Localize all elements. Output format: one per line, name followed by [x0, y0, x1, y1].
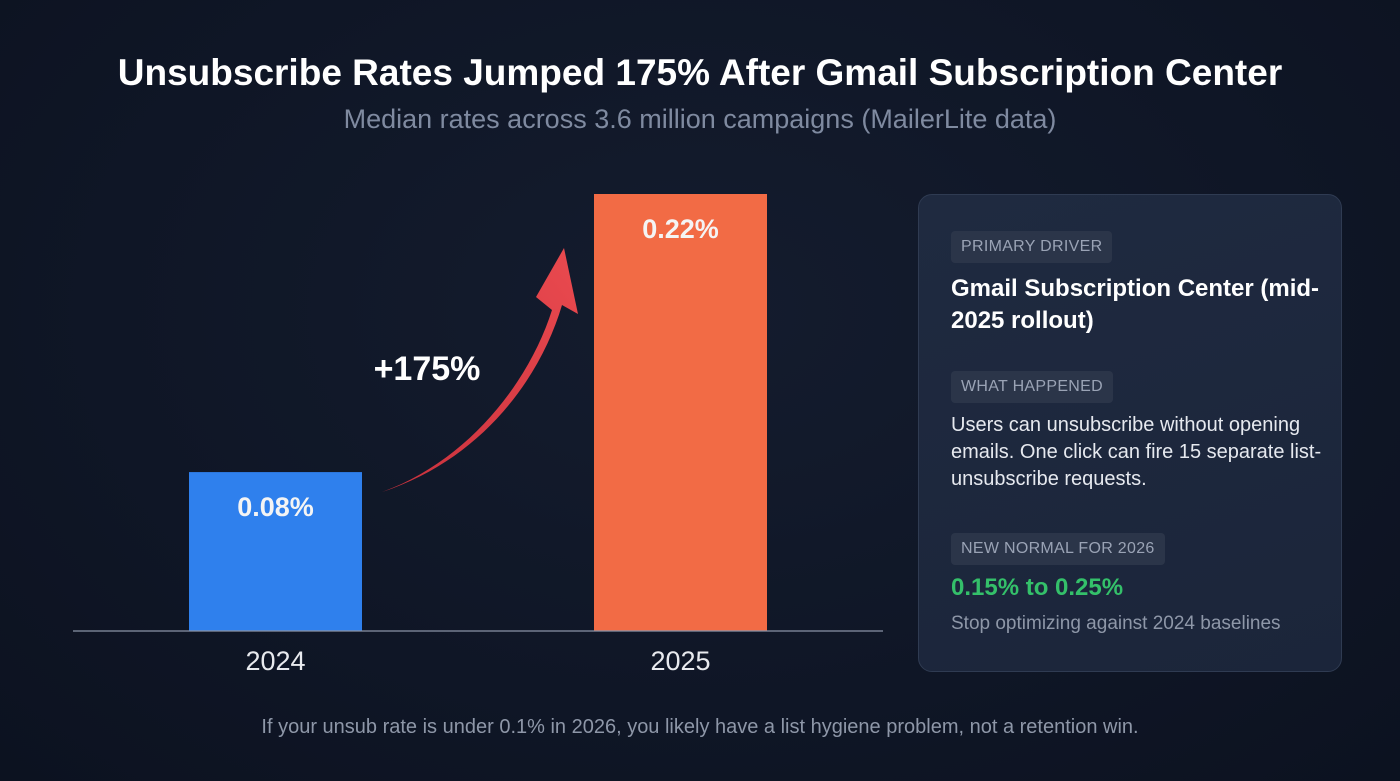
new-normal-range: 0.15% to 0.25%: [951, 574, 1124, 601]
new-normal-note: Stop optimizing against 2024 baselines: [951, 613, 1281, 634]
chart-title: Unsubscribe Rates Jumped 175% After Gmai…: [117, 52, 1283, 93]
insight-card: PRIMARY DRIVER Gmail Subscription Center…: [918, 194, 1342, 672]
data-label-2025: 0.22%: [642, 214, 719, 244]
new-normal-tag: NEW NORMAL FOR 2026: [951, 533, 1165, 565]
bar-chart: 0.08% 2024 0.22% 2025 +175%: [73, 194, 883, 676]
growth-annotation: +175%: [374, 350, 481, 388]
what-happened-text: Users can unsubscribe without opening em…: [951, 414, 1322, 490]
x-tick-label-2024: 2024: [245, 646, 305, 676]
data-label-2024: 0.08%: [237, 492, 314, 522]
what-happened-tag: WHAT HAPPENED: [951, 371, 1113, 403]
primary-driver-tag: PRIMARY DRIVER: [951, 231, 1113, 263]
x-tick-label-2025: 2025: [650, 646, 710, 676]
growth-arrow-icon: [382, 248, 578, 492]
bar-2025: [594, 194, 767, 631]
chart-subtitle: Median rates across 3.6 million campaign…: [343, 104, 1057, 134]
bar-2024: [189, 472, 362, 631]
footer-note: If your unsub rate is under 0.1% in 2026…: [261, 716, 1139, 738]
primary-driver-heading: Gmail Subscription Center (mid-2025 roll…: [951, 275, 1320, 334]
